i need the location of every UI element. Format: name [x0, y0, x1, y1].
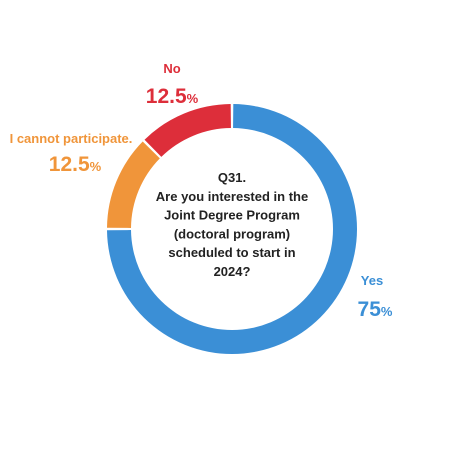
chart-title-line: (doctoral program) [174, 226, 290, 241]
slice-no [144, 104, 231, 157]
slice-i-cannot-participate [107, 141, 160, 228]
chart-title-line: Joint Degree Program [164, 208, 300, 223]
slice-value-label: 12.5% [49, 153, 102, 176]
chart-title-line: 2024? [214, 264, 251, 279]
chart-title-line: Q31. [218, 170, 246, 185]
slice-value-label: 75% [358, 298, 393, 321]
slice-label: I cannot participate. [10, 131, 133, 146]
chart-title-line: Are you interested in the [156, 189, 308, 204]
chart-title: Q31. Are you interested in the Joint Degre… [156, 170, 308, 279]
donut-slices [107, 104, 357, 355]
slice-label: Yes [361, 273, 383, 288]
chart-title-line: scheduled to start in [168, 245, 295, 260]
slice-labels: Yes 75% I cannot participate. 12.5% No 12.5% [10, 61, 393, 321]
slice-label: No [163, 61, 180, 76]
slice-value-label: 12.5% [146, 85, 199, 108]
